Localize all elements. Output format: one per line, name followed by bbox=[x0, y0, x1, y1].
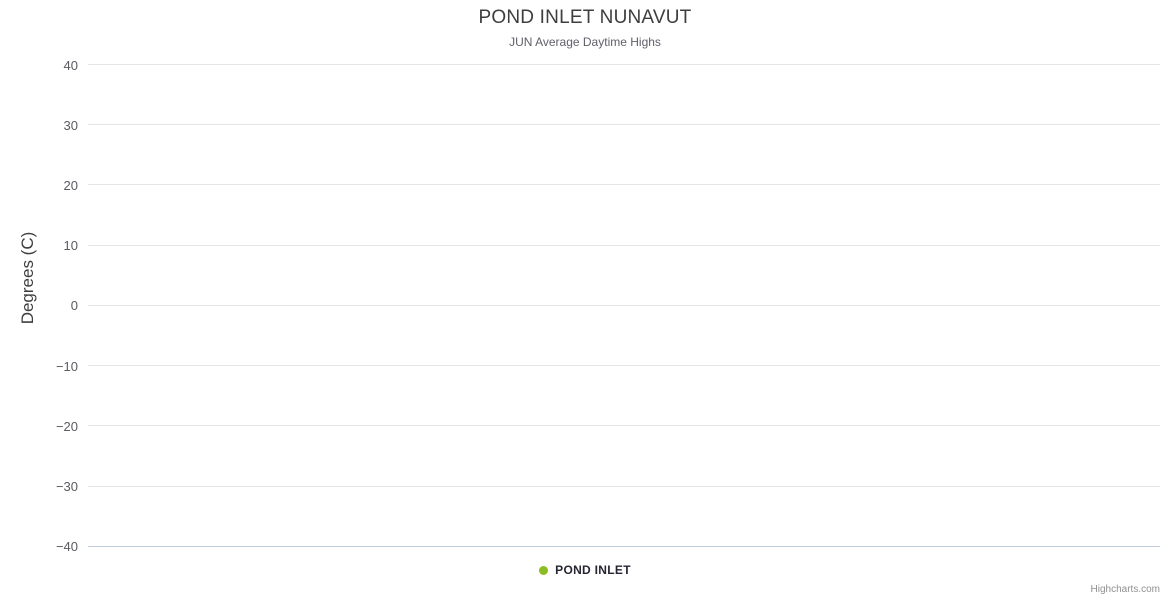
gridline bbox=[88, 124, 1160, 125]
y-axis-tick-label: 40 bbox=[63, 58, 78, 73]
y-axis-tick-label: 10 bbox=[63, 238, 78, 253]
y-axis-tick-label: 0 bbox=[70, 298, 78, 313]
gridline bbox=[88, 486, 1160, 487]
chart-legend: POND INLET bbox=[0, 563, 1170, 577]
chart-title: POND INLET NUNAVUT bbox=[478, 7, 692, 28]
plot-area bbox=[88, 64, 1160, 547]
y-axis-tick-label: −10 bbox=[55, 359, 78, 374]
gridline bbox=[88, 305, 1160, 306]
gridline bbox=[88, 64, 1160, 65]
y-axis-tick-label: 30 bbox=[63, 118, 78, 133]
y-axis-tick-label: −30 bbox=[55, 479, 78, 494]
y-axis-tick-label: −40 bbox=[55, 539, 78, 554]
legend-item-pond-inlet[interactable]: POND INLET bbox=[539, 563, 631, 577]
legend-item-label: POND INLET bbox=[555, 563, 631, 577]
gridline bbox=[88, 245, 1160, 246]
chart-subtitle: JUN Average Daytime Highs bbox=[509, 35, 661, 49]
y-axis-tick-label: 20 bbox=[63, 178, 78, 193]
x-axis-line bbox=[88, 546, 1160, 547]
circle-marker-icon bbox=[539, 565, 549, 575]
gridline bbox=[88, 365, 1160, 366]
highcharts-credits-link[interactable]: Highcharts.com bbox=[1090, 584, 1160, 595]
y-axis-tick-label: −20 bbox=[55, 419, 78, 434]
y-axis-title: Degrees (C) bbox=[18, 231, 37, 325]
gridline bbox=[88, 184, 1160, 185]
gridline bbox=[88, 425, 1160, 426]
